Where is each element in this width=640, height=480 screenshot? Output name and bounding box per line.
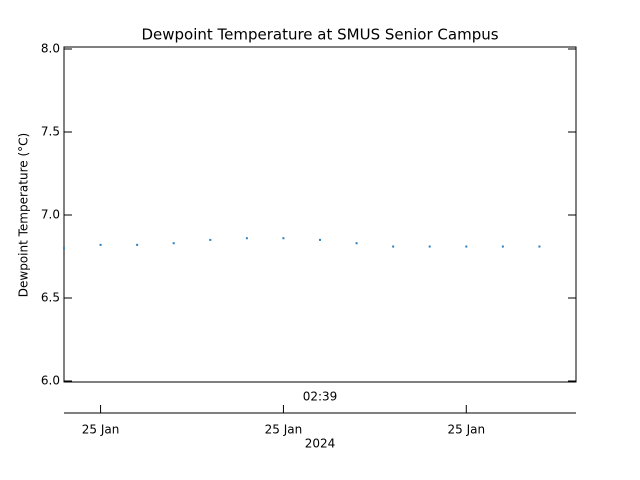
x-axis-label: 02:39: [303, 390, 338, 404]
point: [99, 243, 102, 246]
y-tick-label: 6.5: [41, 291, 60, 305]
point: [245, 237, 248, 240]
chart-title: Dewpoint Temperature at SMUS Senior Camp…: [141, 26, 498, 44]
point: [136, 243, 139, 246]
point: [319, 238, 321, 241]
point: [355, 242, 358, 245]
point: [282, 237, 285, 240]
y-tick-label: 6.0: [41, 374, 60, 388]
point: [465, 245, 468, 248]
point: [428, 245, 431, 248]
point: [538, 245, 541, 248]
point: [392, 245, 395, 248]
y-tick-label: 8.0: [41, 42, 60, 56]
x-tick-label: 25 Jan: [265, 423, 303, 437]
y-tick-label: 7.0: [41, 208, 60, 222]
point: [501, 245, 504, 248]
x-tick-label: 25 Jan: [82, 423, 120, 437]
point: [63, 247, 65, 250]
point: [172, 242, 175, 245]
y-tick-label: 7.5: [41, 125, 60, 139]
point: [209, 238, 212, 241]
x-tick-label: 25 Jan: [447, 423, 485, 437]
x-axis-year: 2024: [305, 437, 336, 451]
y-axis-label: Dewpoint Temperature (°C): [17, 133, 31, 297]
